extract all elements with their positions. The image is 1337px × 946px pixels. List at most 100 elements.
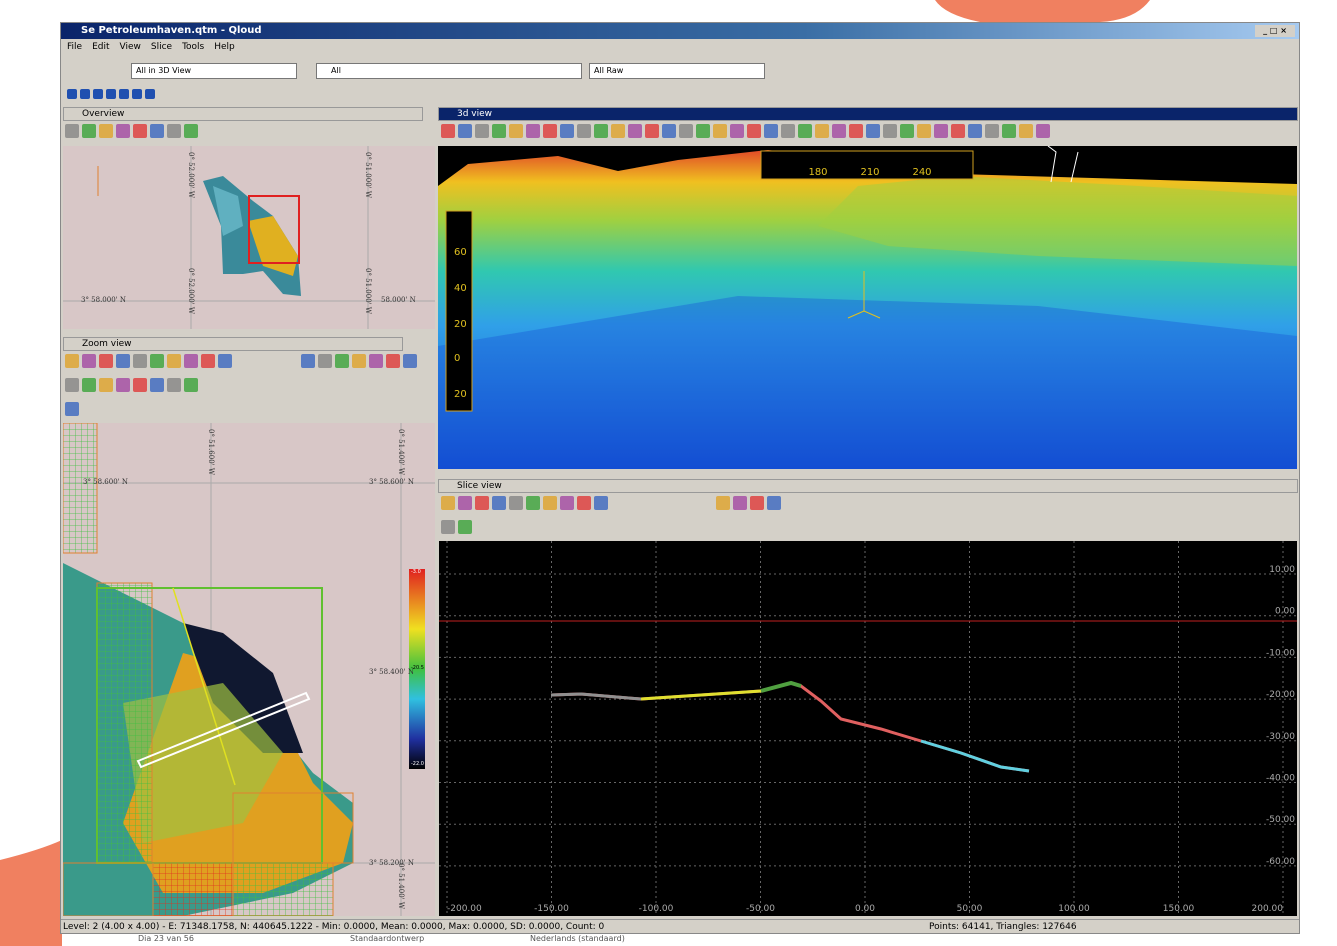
tool-button[interactable] <box>99 124 113 138</box>
tool-button[interactable] <box>628 124 642 138</box>
tool-button[interactable] <box>150 354 164 368</box>
tool-button[interactable] <box>167 378 181 392</box>
tool-button[interactable] <box>201 354 215 368</box>
tool-button[interactable] <box>458 124 472 138</box>
tool-button[interactable] <box>679 124 693 138</box>
tool-button[interactable] <box>730 124 744 138</box>
tool-button[interactable] <box>594 124 608 138</box>
menu-item[interactable]: Help <box>214 42 235 52</box>
tool-button[interactable] <box>526 496 540 510</box>
tool-button[interactable] <box>1036 124 1050 138</box>
tool-button[interactable] <box>386 354 400 368</box>
data-select[interactable]: All Raw <box>589 63 765 79</box>
tool-button[interactable] <box>1019 124 1033 138</box>
tool-button[interactable] <box>764 124 778 138</box>
tool-button[interactable] <box>509 124 523 138</box>
tool-button[interactable] <box>65 354 79 368</box>
play-button[interactable] <box>119 89 129 99</box>
tool-button[interactable] <box>716 496 730 510</box>
tool-button[interactable] <box>116 378 130 392</box>
view-select[interactable]: All in 3D View <box>131 63 297 79</box>
tool-button[interactable] <box>577 496 591 510</box>
window-controls[interactable]: _ □ × <box>1255 25 1295 37</box>
menu-item[interactable]: Edit <box>92 42 110 52</box>
tool-button[interactable] <box>441 496 455 510</box>
play-button[interactable] <box>93 89 103 99</box>
tool-button[interactable] <box>184 354 198 368</box>
tool-button[interactable] <box>133 378 147 392</box>
menu-item[interactable]: Slice <box>150 42 173 52</box>
tool-button[interactable] <box>369 354 383 368</box>
tool-button[interactable] <box>82 378 96 392</box>
tool-button[interactable] <box>116 354 130 368</box>
tool-button[interactable] <box>951 124 965 138</box>
tool-button[interactable] <box>99 378 113 392</box>
play-button[interactable] <box>145 89 155 99</box>
tool-button[interactable] <box>116 124 130 138</box>
tool-button[interactable] <box>832 124 846 138</box>
tool-button[interactable] <box>150 124 164 138</box>
tool-button[interactable] <box>611 124 625 138</box>
tool-button[interactable] <box>335 354 349 368</box>
tool-button[interactable] <box>403 354 417 368</box>
tool-button[interactable] <box>492 496 506 510</box>
tool-button[interactable] <box>750 496 764 510</box>
tool-button[interactable] <box>184 124 198 138</box>
tool-button[interactable] <box>985 124 999 138</box>
tool-button[interactable] <box>218 354 232 368</box>
tool-button[interactable] <box>849 124 863 138</box>
tool-button[interactable] <box>133 354 147 368</box>
tool-button[interactable] <box>509 496 523 510</box>
tool-button[interactable] <box>696 124 710 138</box>
play-button[interactable] <box>67 89 77 99</box>
tool-button[interactable] <box>815 124 829 138</box>
play-button[interactable] <box>80 89 90 99</box>
tool-button[interactable] <box>594 496 608 510</box>
tool-button[interactable] <box>662 124 676 138</box>
tool-button[interactable] <box>167 354 181 368</box>
tool-button[interactable] <box>934 124 948 138</box>
tool-button[interactable] <box>1002 124 1016 138</box>
tool-button[interactable] <box>352 354 366 368</box>
tool-button[interactable] <box>167 124 181 138</box>
tool-button[interactable] <box>133 124 147 138</box>
tool-button[interactable] <box>883 124 897 138</box>
tool-button[interactable] <box>560 124 574 138</box>
tool-button[interactable] <box>866 124 880 138</box>
tool-button[interactable] <box>713 124 727 138</box>
play-button[interactable] <box>132 89 142 99</box>
tool-button[interactable] <box>458 496 472 510</box>
tool-button[interactable] <box>733 496 747 510</box>
layer-select[interactable]: All <box>316 63 582 79</box>
tool-button[interactable] <box>441 124 455 138</box>
tool-button[interactable] <box>458 520 472 534</box>
tool-button[interactable] <box>150 378 164 392</box>
tool-button[interactable] <box>798 124 812 138</box>
tool-button[interactable] <box>543 496 557 510</box>
menu-item[interactable]: Tools <box>182 42 205 52</box>
tool-button[interactable] <box>767 496 781 510</box>
tool-button[interactable] <box>526 124 540 138</box>
tool-button[interactable] <box>441 520 455 534</box>
tool-button[interactable] <box>82 124 96 138</box>
tool-button[interactable] <box>543 124 557 138</box>
tool-button[interactable] <box>475 496 489 510</box>
tool-button[interactable] <box>560 496 574 510</box>
tool-button[interactable] <box>475 124 489 138</box>
tool-button[interactable] <box>65 402 79 416</box>
tool-button[interactable] <box>301 354 315 368</box>
play-button[interactable] <box>106 89 116 99</box>
tool-button[interactable] <box>968 124 982 138</box>
menu-item[interactable]: View <box>119 42 141 52</box>
tool-button[interactable] <box>917 124 931 138</box>
tool-button[interactable] <box>99 354 113 368</box>
tool-button[interactable] <box>82 354 96 368</box>
menu-item[interactable]: File <box>67 42 83 52</box>
tool-button[interactable] <box>65 124 79 138</box>
tool-button[interactable] <box>577 124 591 138</box>
tool-button[interactable] <box>318 354 332 368</box>
tool-button[interactable] <box>645 124 659 138</box>
tool-button[interactable] <box>747 124 761 138</box>
tool-button[interactable] <box>65 378 79 392</box>
tool-button[interactable] <box>492 124 506 138</box>
